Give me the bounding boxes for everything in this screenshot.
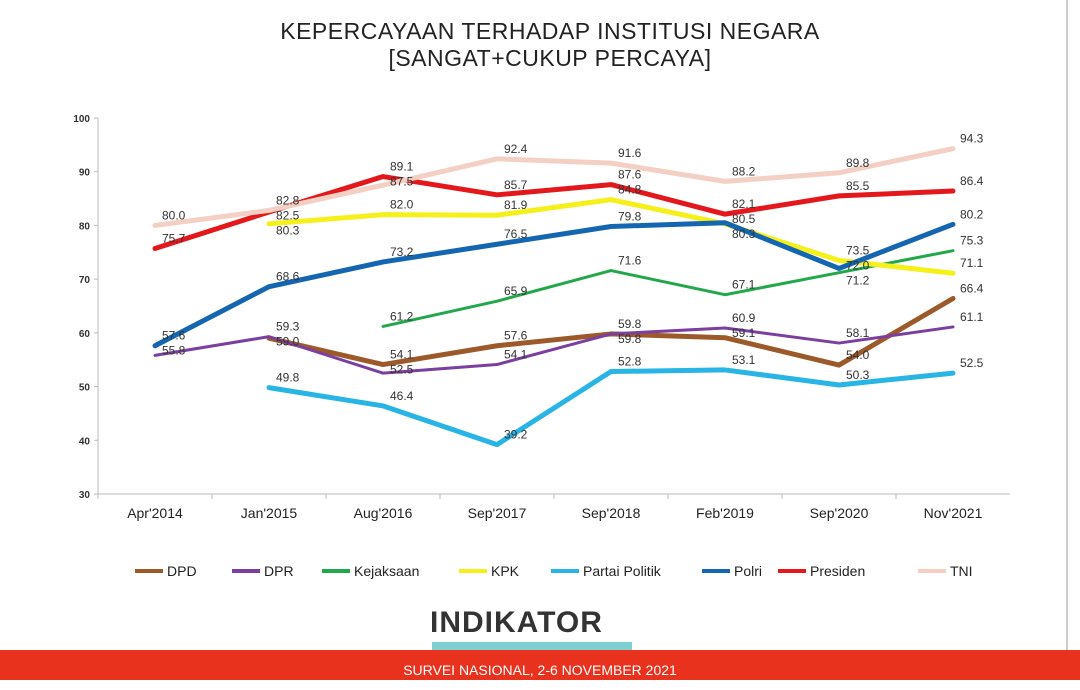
series-line-polri xyxy=(152,220,956,349)
data-label: 52.5 xyxy=(960,356,984,370)
data-label: 91.6 xyxy=(618,146,642,160)
data-label: 46.4 xyxy=(390,389,414,403)
data-label: 86.4 xyxy=(960,174,984,188)
data-label: 82.0 xyxy=(390,198,414,212)
data-label: 73.2 xyxy=(390,245,414,259)
data-label: 58.1 xyxy=(846,326,870,340)
data-label: 73.5 xyxy=(846,243,870,257)
series-line-partai-politik xyxy=(266,367,956,448)
data-label: 94.3 xyxy=(960,132,984,146)
data-label: 71.6 xyxy=(618,254,642,268)
data-label: 65.9 xyxy=(504,284,528,298)
y-tick-label: 80 xyxy=(79,221,91,232)
data-label: 59.1 xyxy=(732,326,756,340)
data-label: 57.6 xyxy=(504,329,528,343)
data-label: 71.2 xyxy=(846,273,870,287)
series-line-kejaksaan xyxy=(381,249,955,328)
data-label: 57.6 xyxy=(162,329,186,343)
data-label: 80.3 xyxy=(276,223,300,237)
data-label: 59.3 xyxy=(276,320,300,334)
footer-banner: SURVEI NASIONAL, 2-6 NOVEMBER 2021 xyxy=(0,650,1080,680)
x-tick-label: Sep'2020 xyxy=(810,505,869,521)
data-label: 76.5 xyxy=(504,227,528,241)
data-label: 88.2 xyxy=(732,164,756,178)
data-label: 85.7 xyxy=(504,178,528,192)
data-label: 50.3 xyxy=(846,368,870,382)
x-tick-label: Aug'2016 xyxy=(354,505,413,521)
data-label: 52.8 xyxy=(618,355,642,369)
data-label: 89.8 xyxy=(846,156,870,170)
legend-label: KPK xyxy=(491,563,520,579)
data-label: 55.8 xyxy=(162,344,186,358)
data-label: 61.1 xyxy=(960,310,984,324)
legend-label: DPR xyxy=(264,563,294,579)
data-label: 54.0 xyxy=(846,348,870,362)
x-tick-label: Nov'2021 xyxy=(924,505,983,521)
series-line-kpk xyxy=(266,197,956,276)
x-tick-label: Jan'2015 xyxy=(241,505,298,521)
legend-label: Partai Politik xyxy=(583,563,662,579)
data-label: 82.5 xyxy=(276,208,300,222)
data-label: 54.1 xyxy=(504,348,528,362)
data-label: 80.2 xyxy=(960,207,984,221)
x-tick-label: Apr'2014 xyxy=(127,505,183,521)
data-label: 89.1 xyxy=(390,160,414,174)
x-tick-label: Sep'2018 xyxy=(582,505,641,521)
line-chart: 30 40 50 60 70 80 90 100 Apr'2014 Jan'2015 Aug'201… xyxy=(73,114,1010,579)
data-label: 54.1 xyxy=(390,348,414,362)
data-label: 59.0 xyxy=(276,335,300,349)
data-label: 49.8 xyxy=(276,371,300,385)
y-tick-label: 100 xyxy=(73,114,90,125)
data-label: 84.8 xyxy=(618,183,642,197)
legend-label: Kejaksaan xyxy=(354,563,419,579)
data-label: 59.8 xyxy=(618,317,642,331)
data-label: 92.4 xyxy=(504,142,528,156)
data-label: 61.2 xyxy=(390,309,414,323)
data-label: 72.0 xyxy=(846,258,870,272)
data-label: 80.5 xyxy=(732,212,756,226)
data-label: 85.5 xyxy=(846,179,870,193)
data-label: 52.5 xyxy=(390,363,414,377)
indikator-logo: INDIKATOR xyxy=(430,606,603,639)
series-line-dpr xyxy=(153,325,955,375)
data-label: 87.6 xyxy=(618,168,642,182)
data-label: 87.5 xyxy=(390,175,414,189)
data-label: 75.7 xyxy=(162,232,186,246)
y-tick-label: 50 xyxy=(79,383,91,394)
series-line-tni xyxy=(152,146,956,228)
legend-label: Polri xyxy=(734,563,762,579)
data-label: 71.1 xyxy=(960,256,984,270)
chart-subtitle: [SANGAT+CUKUP PERCAYA] xyxy=(388,45,712,71)
data-label: 67.1 xyxy=(732,278,756,292)
y-tick-label: 90 xyxy=(79,168,91,179)
y-tick-label: 30 xyxy=(79,490,91,501)
data-label: 60.9 xyxy=(732,311,756,325)
y-tick-label: 60 xyxy=(79,329,91,340)
data-label: 82.1 xyxy=(732,197,756,211)
x-tick-label: Feb'2019 xyxy=(696,505,754,521)
data-label: 68.6 xyxy=(276,270,300,284)
chart-title: KEPERCAYAAN TERHADAP INSTITUSI NEGARA xyxy=(280,18,820,44)
legend-label: TNI xyxy=(950,563,973,579)
data-label: 80.3 xyxy=(732,227,756,241)
data-label: 80.0 xyxy=(162,208,186,222)
data-label: 79.8 xyxy=(618,210,642,224)
data-label: 53.1 xyxy=(732,353,756,367)
data-label: 59.8 xyxy=(618,332,642,346)
x-tick-label: Sep'2017 xyxy=(468,505,527,521)
data-label: 82.8 xyxy=(276,193,300,207)
legend-label: Presiden xyxy=(810,563,865,579)
logo-underline xyxy=(432,642,632,650)
data-label: 39.2 xyxy=(504,428,528,442)
legend-label: DPD xyxy=(167,563,197,579)
data-label: 75.3 xyxy=(960,234,984,248)
data-label: 66.4 xyxy=(960,281,984,295)
y-tick-label: 40 xyxy=(79,436,91,447)
y-tick-label: 70 xyxy=(79,275,91,286)
data-label: 81.9 xyxy=(504,198,528,212)
chart-frame xyxy=(1066,0,1068,650)
